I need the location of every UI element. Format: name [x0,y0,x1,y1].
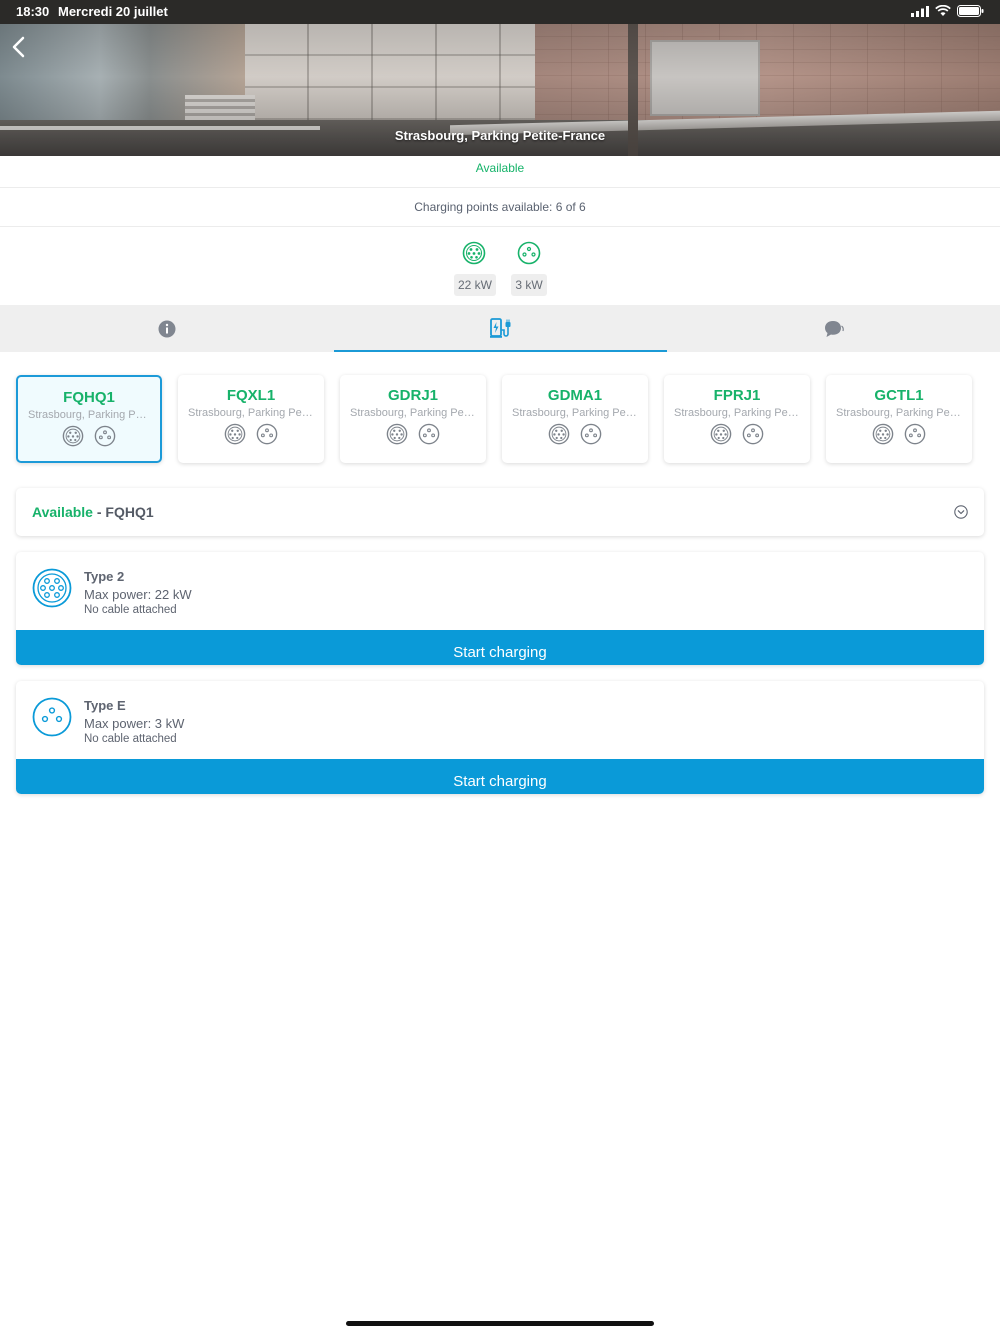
power-option-3kw: 3 kW [509,241,549,296]
station-connectors [664,423,810,445]
charging-station-icon [489,317,510,338]
station-card-gctl1[interactable]: GCTL1 Strasbourg, Parking Petite-France [826,375,972,463]
station-code: GDMA1 [547,387,603,404]
connector-info: Type E Max power: 3 kW No cable attached [84,698,184,745]
type2-plug-icon [386,423,408,445]
tab-chat[interactable] [667,305,1000,352]
signal-icon [911,5,929,17]
type2-plug-icon [548,423,570,445]
station-card-gdma1[interactable]: GDMA1 Strasbourg, Parking Petite-France [502,375,648,463]
station-location: Strasbourg, Parking Petite-France [28,409,160,421]
power-option-22kw: 22 kW [454,241,497,296]
connector-card-type2: Type 2 Max power: 22 kW No cable attache… [16,552,984,665]
power-options: 22 kW 3 kW [0,227,1000,305]
station-location: Strasbourg, Parking Petite-France [512,407,648,419]
battery-icon [957,5,984,17]
station-title: Strasbourg, Parking Petite-France [394,128,606,143]
status-date: Mercredi 20 juillet [58,4,168,19]
connector-max-power: Max power: 3 kW [84,716,185,731]
type-e-plug-icon [517,241,541,265]
chat-icon [824,320,844,337]
charge-point-selector[interactable]: Available - FQHQ1 [16,488,984,536]
type2-plug-icon [710,423,732,445]
connector-cable: No cable attached [84,604,177,616]
type-e-plug-icon [742,423,764,445]
selected-separator: - [96,504,102,520]
system-indicators [911,5,984,17]
station-connectors [826,423,972,445]
station-code: FQHQ1 [63,389,115,406]
connector-max-power: Max power: 22 kW [84,587,192,602]
start-charging-button[interactable]: Start charging [16,759,984,794]
connector-type: Type 2 [84,569,125,584]
type2-plug-icon [224,423,246,445]
connector-card-type-e: Type E Max power: 3 kW No cable attached… [16,681,984,794]
start-charging-button[interactable]: Start charging [16,630,984,665]
status-time: 18:30 [16,4,50,19]
station-code: GDRJ1 [387,387,439,404]
station-code: FQXL1 [226,387,276,404]
charging-points-available: Charging points available: 6 of 6 [0,188,1000,227]
type2-plug-icon [32,568,72,608]
connector-type: Type E [84,698,126,713]
type2-plug-icon [62,425,84,447]
connector-info: Type 2 Max power: 22 kW No cable attache… [84,569,192,616]
tab-info[interactable] [0,305,333,352]
chevron-left-icon [12,36,25,58]
type-e-plug-icon [32,697,72,737]
type2-plug-icon [872,423,894,445]
station-card-fprj1[interactable]: FPRJ1 Strasbourg, Parking Petite-France [664,375,810,463]
station-status: Available [0,156,1000,188]
type-e-plug-icon [256,423,278,445]
selected-charge-point: Available - FQHQ1 [32,504,154,520]
station-card-gdrj1[interactable]: GDRJ1 Strasbourg, Parking Petite-France [340,375,486,463]
station-code: FPRJ1 [713,387,761,404]
power-label: 22 kW [454,274,497,296]
station-location: Strasbourg, Parking Petite-France [188,407,324,419]
station-connectors [502,423,648,445]
station-location: Strasbourg, Parking Petite-France [836,407,972,419]
home-indicator[interactable] [346,1321,654,1326]
type-e-plug-icon [418,423,440,445]
station-location: Strasbourg, Parking Petite-France [674,407,810,419]
wifi-icon [935,5,951,16]
station-photo [0,0,1000,156]
station-connectors [340,423,486,445]
tab-bar [0,305,1000,352]
station-connectors [18,425,160,447]
back-button[interactable] [8,34,32,62]
tab-charging[interactable] [334,305,667,352]
type-e-plug-icon [94,425,116,447]
power-label: 3 kW [511,274,547,296]
station-code: GCTL1 [874,387,924,404]
selected-status: Available [32,504,93,520]
station-card-fqxl1[interactable]: FQXL1 Strasbourg, Parking Petite-France [178,375,324,463]
station-card-fqhq1[interactable]: FQHQ1 Strasbourg, Parking Petite-France [16,375,162,463]
type2-plug-icon [462,241,486,265]
status-bar: 18:30 Mercredi 20 juillet [0,0,1000,24]
station-location: Strasbourg, Parking Petite-France [350,407,486,419]
type-e-plug-icon [904,423,926,445]
station-connectors [178,423,324,445]
chevron-down-icon [954,505,968,519]
connector-cable: No cable attached [84,733,177,745]
info-icon [158,320,175,337]
selected-code: FQHQ1 [105,504,154,520]
type-e-plug-icon [580,423,602,445]
